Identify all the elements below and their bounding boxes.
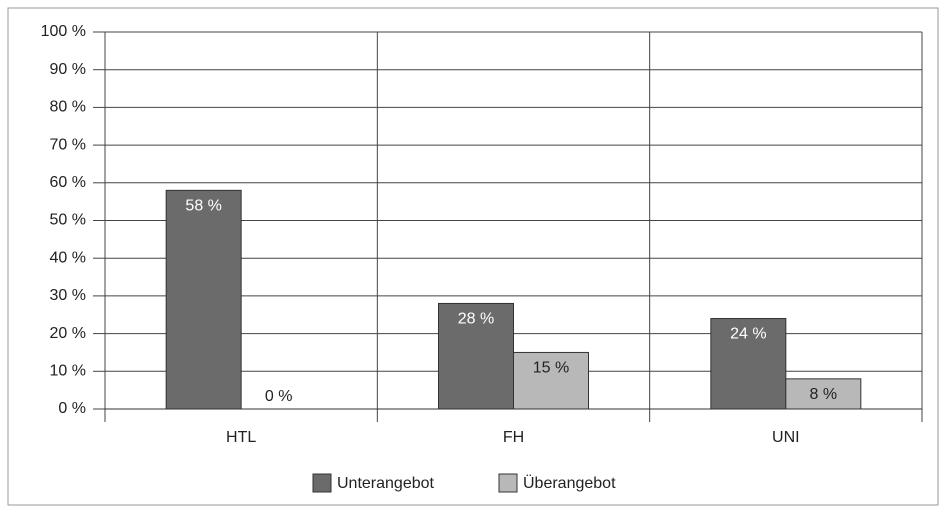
value-label: 28 % xyxy=(458,311,494,328)
bar xyxy=(710,318,787,410)
bar xyxy=(165,189,242,410)
x-tick-label: FH xyxy=(503,429,524,446)
value-label: 58 % xyxy=(185,198,221,215)
legend-label: Unterangebot xyxy=(337,475,435,492)
y-tick-label: 90 % xyxy=(50,61,86,78)
y-tick-label: 70 % xyxy=(50,136,86,153)
legend-label: Überangebot xyxy=(523,474,616,492)
y-tick-label: 100 % xyxy=(41,23,86,40)
legend-swatch xyxy=(312,473,332,493)
y-tick-label: 80 % xyxy=(50,99,86,116)
value-label: 15 % xyxy=(533,360,569,377)
chart-frame xyxy=(7,7,939,506)
y-tick-label: 60 % xyxy=(50,174,86,191)
y-tick-label: 30 % xyxy=(50,287,86,304)
y-tick-label: 20 % xyxy=(50,325,86,342)
value-label: 0 % xyxy=(265,388,293,405)
value-label: 24 % xyxy=(730,326,766,343)
legend-swatch xyxy=(498,473,518,493)
x-tick-label: HTL xyxy=(226,429,256,446)
y-tick-label: 40 % xyxy=(50,249,86,266)
bar xyxy=(438,302,514,410)
y-tick-label: 0 % xyxy=(58,400,86,417)
x-tick-label: UNI xyxy=(772,429,800,446)
value-label: 8 % xyxy=(810,386,838,403)
y-tick-label: 10 % xyxy=(50,363,86,380)
y-tick-label: 50 % xyxy=(50,212,86,229)
bar xyxy=(785,378,862,410)
